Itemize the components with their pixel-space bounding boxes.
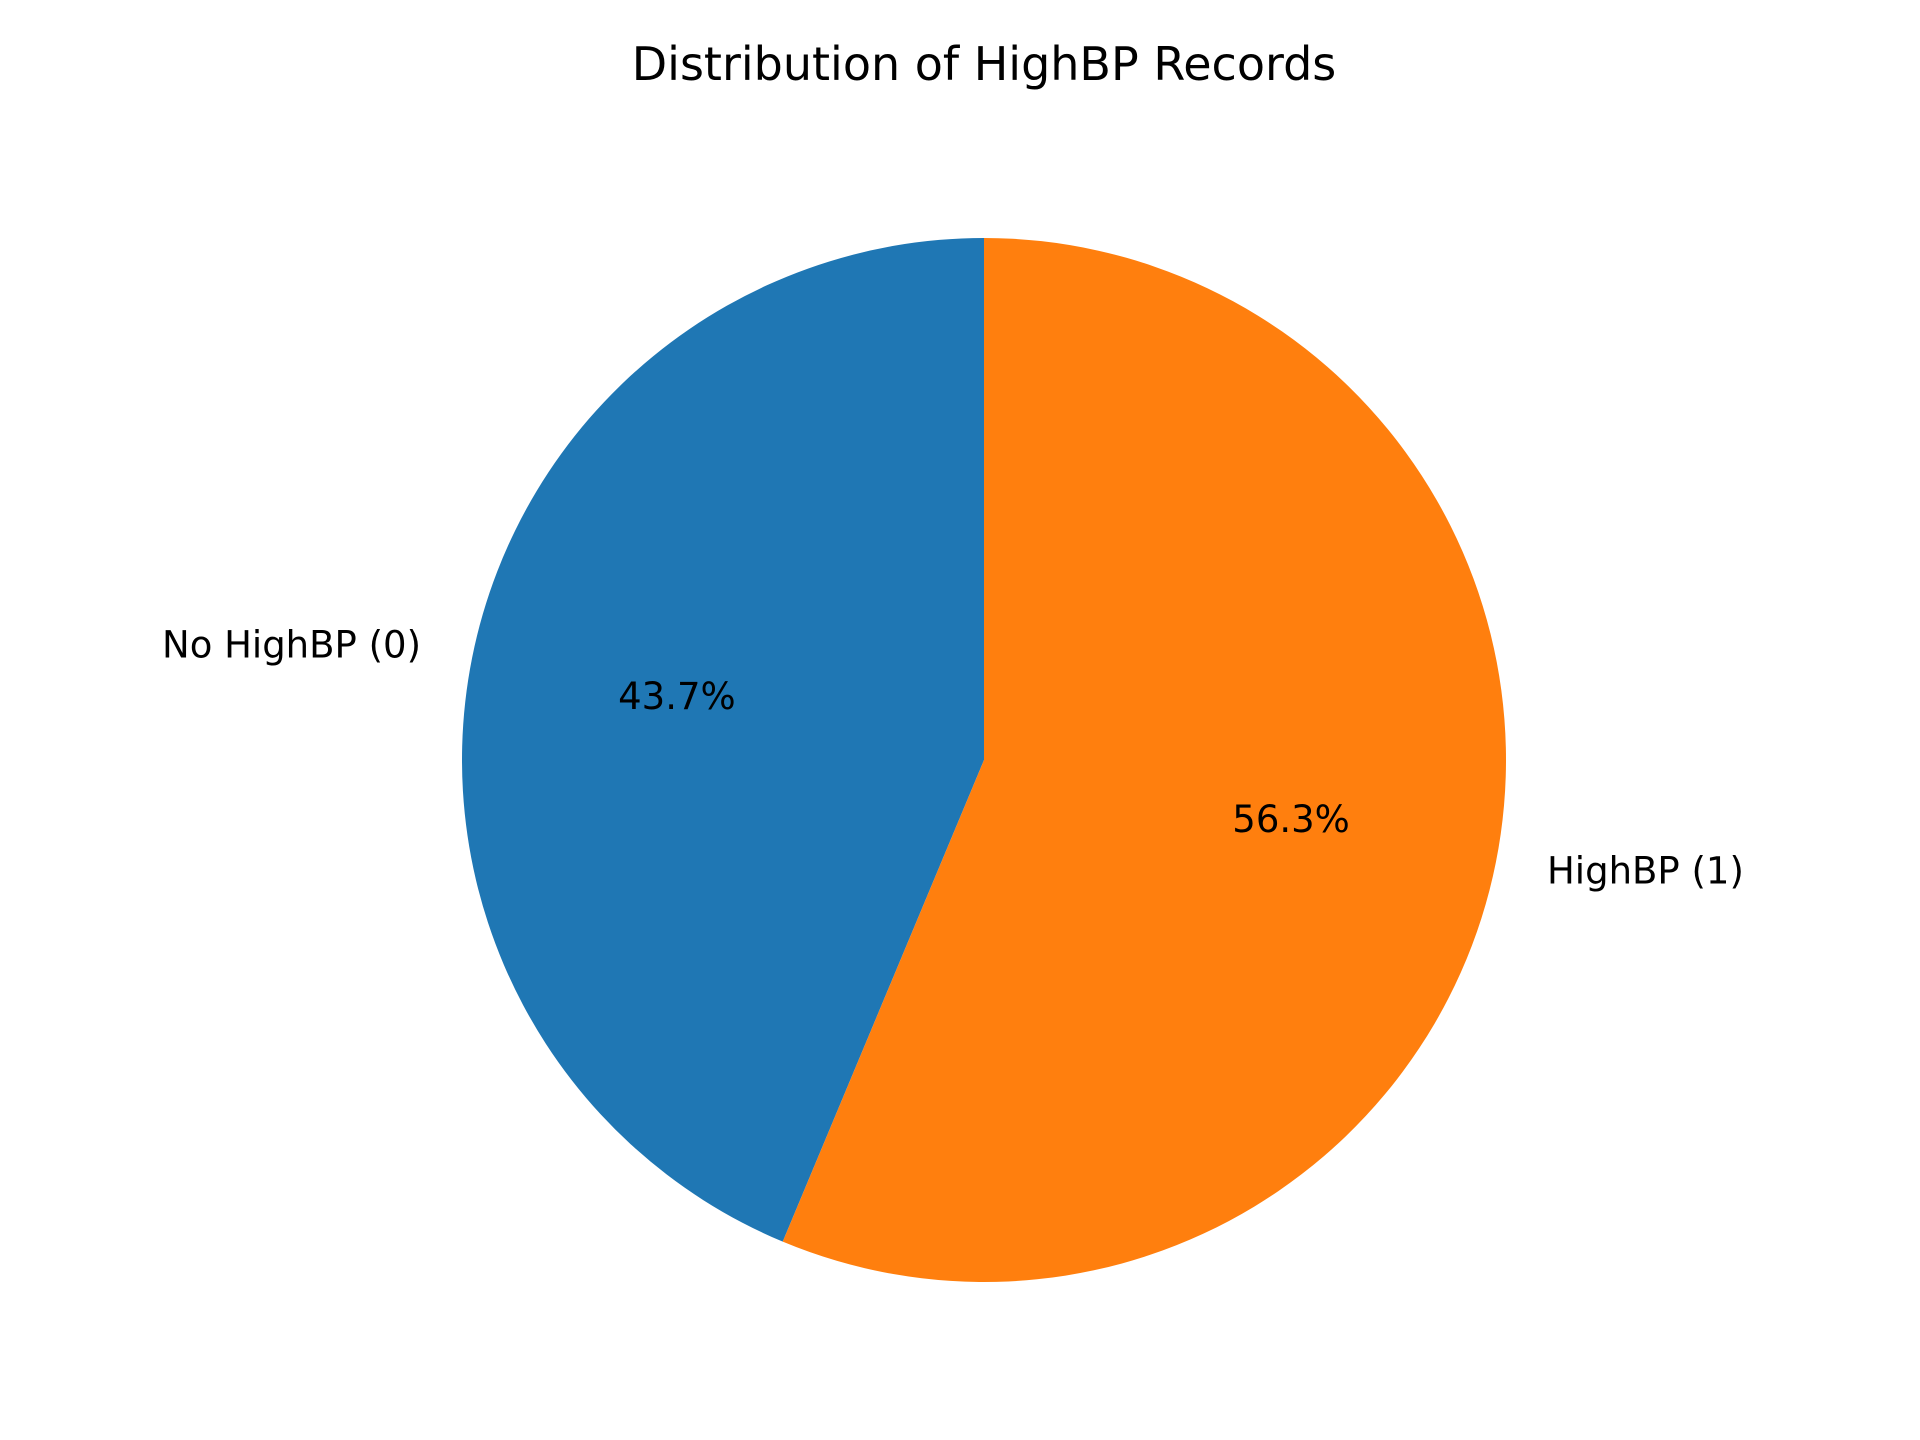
slice-label-1: HighBP (1) [1547, 849, 1744, 892]
pct-label-0: 43.7% [618, 675, 736, 718]
chart-title: Distribution of HighBP Records [632, 37, 1337, 91]
pie-slice-1 [782, 238, 1507, 1282]
pie-slices [462, 238, 1507, 1282]
pct-label-1: 56.3% [1232, 798, 1350, 841]
pie-slice-0 [462, 238, 984, 1242]
slice-label-0: No HighBP (0) [162, 624, 421, 667]
pie-labels: No HighBP (0) 43.7% HighBP (1) 56.3% [162, 624, 1744, 893]
